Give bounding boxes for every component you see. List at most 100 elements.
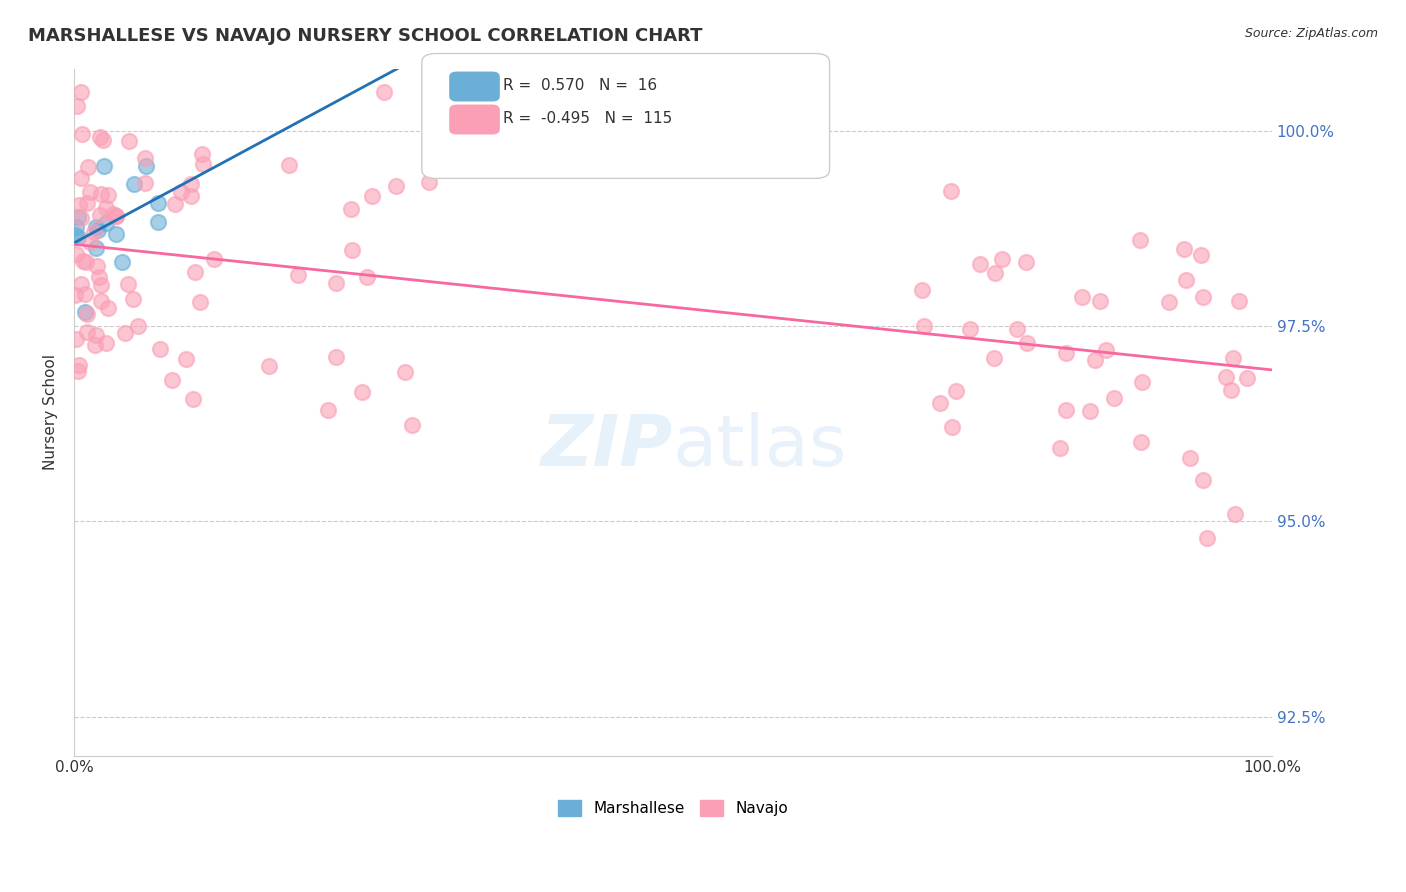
- Point: [65, 246, 87, 260]
- Point: [1054, 346, 1077, 360]
- Point: [117, 277, 139, 292]
- Point: [83, 225, 105, 239]
- Point: [69, 358, 91, 372]
- Point: [1173, 242, 1195, 256]
- Point: [101, 207, 124, 221]
- Point: [180, 177, 202, 191]
- Point: [929, 396, 952, 410]
- Point: [356, 270, 378, 285]
- Point: [959, 322, 981, 336]
- Point: [1215, 370, 1237, 384]
- Point: [352, 384, 374, 399]
- Point: [66, 364, 89, 378]
- Point: [1157, 295, 1180, 310]
- Point: [70, 128, 93, 142]
- Text: R =  0.570   N =  16: R = 0.570 N = 16: [503, 78, 658, 93]
- Point: [134, 151, 156, 165]
- Point: [93, 159, 115, 173]
- Point: [1178, 450, 1201, 465]
- Text: R =  -0.495   N =  115: R = -0.495 N = 115: [503, 112, 672, 126]
- Point: [1130, 435, 1153, 450]
- Point: [1220, 383, 1243, 397]
- Point: [278, 158, 301, 172]
- Point: [90, 186, 112, 201]
- Point: [122, 177, 145, 191]
- Point: [1129, 233, 1152, 247]
- Point: [97, 187, 120, 202]
- Point: [84, 327, 107, 342]
- Point: [76, 196, 98, 211]
- Point: [75, 305, 97, 319]
- Point: [984, 266, 1007, 280]
- Point: [84, 338, 107, 352]
- Point: [1227, 293, 1250, 308]
- Point: [1222, 351, 1244, 365]
- Point: [79, 235, 101, 249]
- Point: [94, 216, 117, 230]
- Point: [340, 202, 363, 217]
- Point: [160, 373, 183, 387]
- Point: [76, 161, 98, 175]
- Point: [122, 293, 145, 307]
- Point: [65, 288, 87, 302]
- Point: [90, 294, 112, 309]
- Point: [418, 175, 440, 189]
- Point: [1174, 273, 1197, 287]
- Point: [127, 319, 149, 334]
- Point: [1189, 248, 1212, 262]
- Point: [1071, 290, 1094, 304]
- Point: [188, 295, 211, 310]
- Text: atlas: atlas: [673, 412, 848, 481]
- Point: [394, 366, 416, 380]
- Point: [65, 227, 87, 242]
- Point: [181, 392, 204, 407]
- Text: Source: ZipAtlas.com: Source: ZipAtlas.com: [1244, 27, 1378, 40]
- Point: [86, 259, 108, 273]
- Point: [67, 211, 90, 225]
- Point: [1054, 403, 1077, 417]
- Point: [84, 241, 107, 255]
- Point: [79, 185, 101, 199]
- Point: [65, 332, 87, 346]
- Y-axis label: Nursery School: Nursery School: [44, 354, 58, 470]
- Point: [991, 252, 1014, 266]
- Point: [184, 265, 207, 279]
- Point: [1078, 403, 1101, 417]
- Point: [911, 283, 934, 297]
- Point: [361, 189, 384, 203]
- Point: [73, 286, 96, 301]
- Point: [87, 270, 110, 285]
- Point: [146, 195, 169, 210]
- Point: [983, 351, 1005, 365]
- Point: [67, 230, 90, 244]
- Point: [316, 403, 339, 417]
- Text: ZIP: ZIP: [541, 412, 673, 481]
- Point: [1005, 322, 1028, 336]
- Point: [149, 342, 172, 356]
- Point: [1049, 441, 1071, 455]
- Point: [87, 223, 110, 237]
- Point: [97, 301, 120, 316]
- Point: [104, 209, 127, 223]
- Point: [257, 359, 280, 374]
- Point: [1102, 391, 1125, 405]
- Point: [191, 157, 214, 171]
- Point: [70, 211, 93, 225]
- Point: [1090, 294, 1112, 309]
- Point: [202, 252, 225, 266]
- Point: [1191, 473, 1213, 487]
- Point: [89, 130, 111, 145]
- Point: [94, 201, 117, 215]
- Point: [84, 220, 107, 235]
- Point: [105, 227, 128, 241]
- Point: [941, 420, 963, 434]
- Point: [90, 277, 112, 292]
- Point: [135, 159, 157, 173]
- Point: [75, 255, 97, 269]
- Point: [941, 184, 963, 198]
- Point: [1014, 255, 1036, 269]
- Point: [1095, 343, 1118, 357]
- Point: [104, 209, 127, 223]
- Point: [1223, 508, 1246, 522]
- Point: [170, 186, 193, 200]
